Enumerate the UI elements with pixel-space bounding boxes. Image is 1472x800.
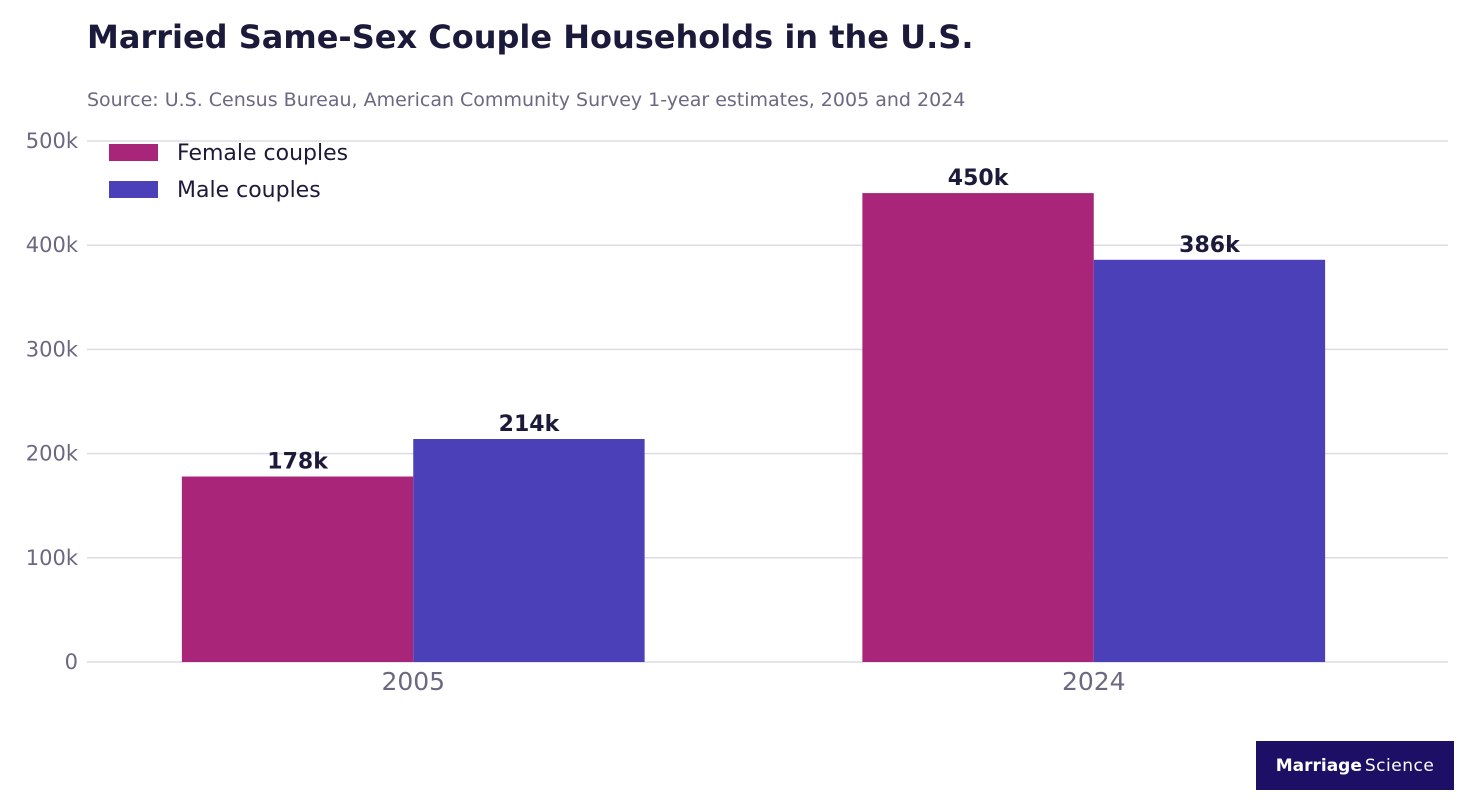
y-tick-label: 300k [26, 337, 79, 361]
data-label: 450k [948, 166, 1010, 191]
brand-logo-part1: Marriage [1275, 755, 1362, 776]
legend-label: Female couples [177, 141, 348, 166]
data-label: 386k [1179, 233, 1241, 258]
x-axis-tick-labels: 2005 2024 [381, 667, 1125, 696]
y-tick-label: 500k [26, 129, 79, 153]
bar [413, 439, 645, 662]
y-tick-label: 200k [26, 442, 79, 466]
y-tick-label: 0 [65, 650, 78, 674]
x-tick-label: 2005 [381, 667, 445, 696]
y-tick-label: 100k [26, 546, 79, 570]
data-labels: 178k 214k 450k 386k [267, 166, 1241, 474]
legend-label: Male couples [177, 178, 321, 203]
y-axis-tick-labels: 0 100k 200k 300k 400k 500k [26, 129, 79, 674]
chart-subtitle: Source: U.S. Census Bureau, American Com… [87, 89, 966, 111]
legend: Female couples Male couples [109, 141, 348, 203]
bar [862, 193, 1094, 662]
brand-logo: Marriage Science [1256, 741, 1454, 790]
y-tick-label: 400k [26, 233, 79, 257]
legend-swatch [109, 144, 158, 161]
bar [1093, 259, 1326, 662]
data-label: 214k [499, 412, 561, 437]
legend-swatch [109, 181, 158, 198]
chart-title: Married Same-Sex Couple Households in th… [87, 18, 974, 56]
bar [181, 476, 414, 662]
x-tick-label: 2024 [1062, 667, 1126, 696]
data-label: 178k [267, 450, 329, 475]
brand-logo-part2: Science [1364, 755, 1435, 776]
bars [181, 193, 1326, 662]
